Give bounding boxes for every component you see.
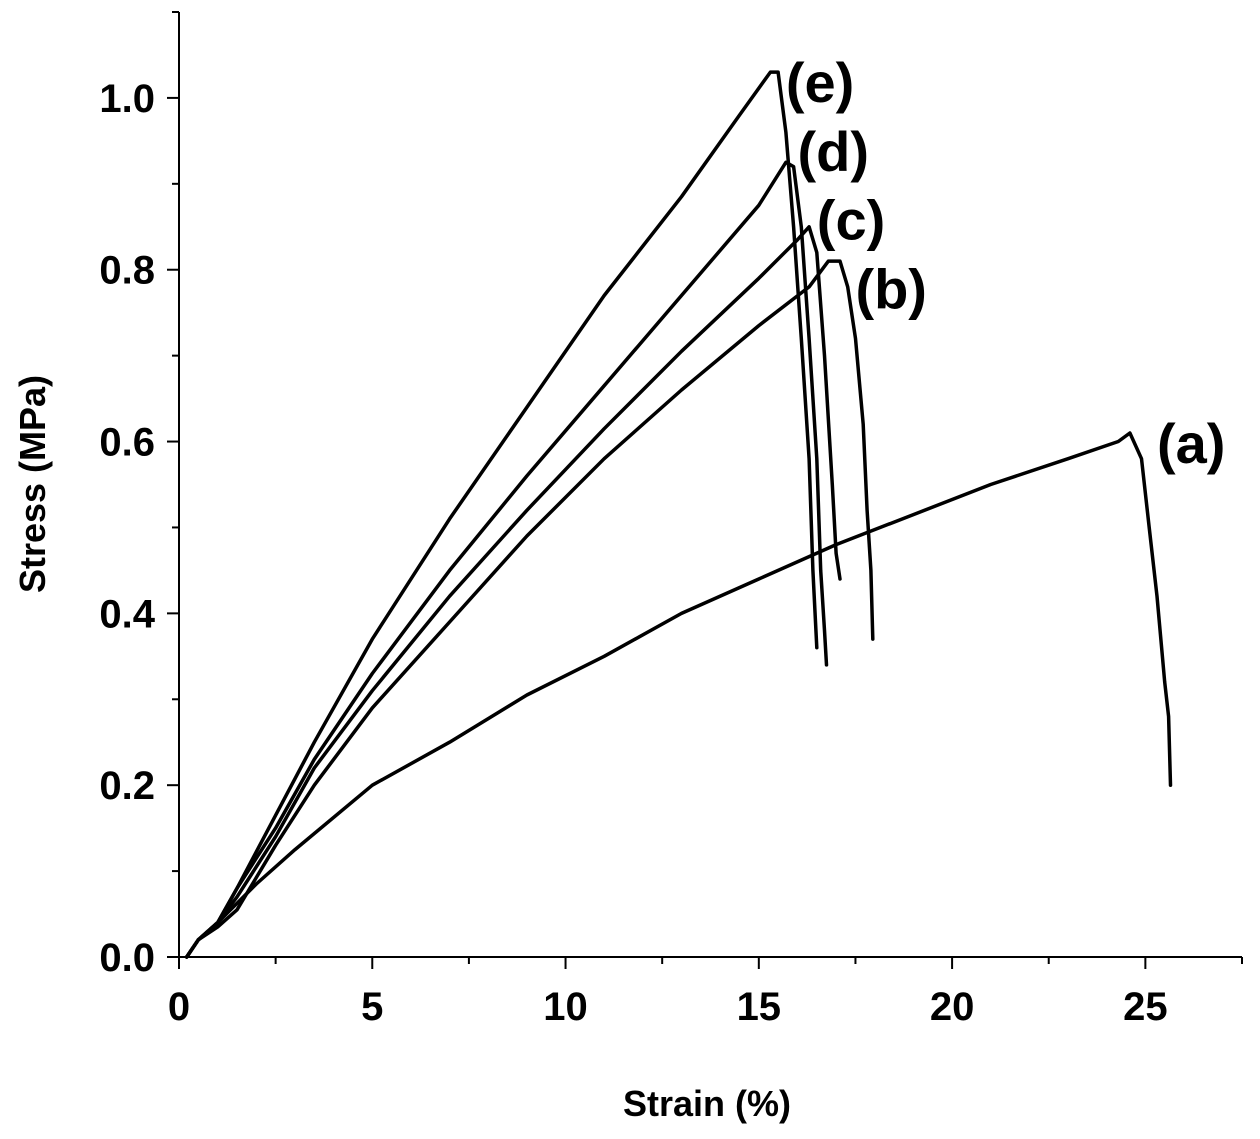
x-tick-label: 25: [1123, 985, 1168, 1029]
y-tick-label: 0.8: [99, 249, 155, 293]
series-c-label: (c): [817, 189, 885, 252]
x-tick-label: 15: [737, 985, 782, 1029]
x-tick-label: 0: [168, 985, 190, 1029]
series-e-label: (e): [786, 51, 854, 114]
series-curves: [184, 70, 1173, 959]
axes: 0 5 10 15 20 25 0.0 0.2 0.4 0.6 0.8 1.0: [99, 11, 1243, 1029]
series-labels: (a) (b)(c)(d)(e): [786, 51, 1226, 475]
x-tick-label: 20: [930, 985, 975, 1029]
y-tick-label: 0.6: [99, 421, 155, 465]
x-tick-label: 10: [543, 985, 588, 1029]
series-d-label: (d): [797, 120, 869, 183]
y-tick-label: 0.4: [99, 592, 155, 636]
series-a-curve: [184, 431, 1173, 959]
series-a-label: (a): [1157, 412, 1225, 475]
series-b-curve: [184, 259, 875, 959]
series-b-label: (b): [855, 257, 927, 320]
y-tick-label: 1.0: [99, 77, 155, 121]
x-tick-label: 5: [361, 985, 383, 1029]
series-c-curve: [184, 225, 842, 959]
x-axis-title: Strain (%): [623, 1083, 791, 1124]
series-e-curve: [184, 70, 819, 959]
y-tick-label: 0.2: [99, 764, 155, 808]
y-tick-label: 0.0: [99, 936, 155, 980]
y-axis-title: Stress (MPa): [12, 375, 53, 593]
